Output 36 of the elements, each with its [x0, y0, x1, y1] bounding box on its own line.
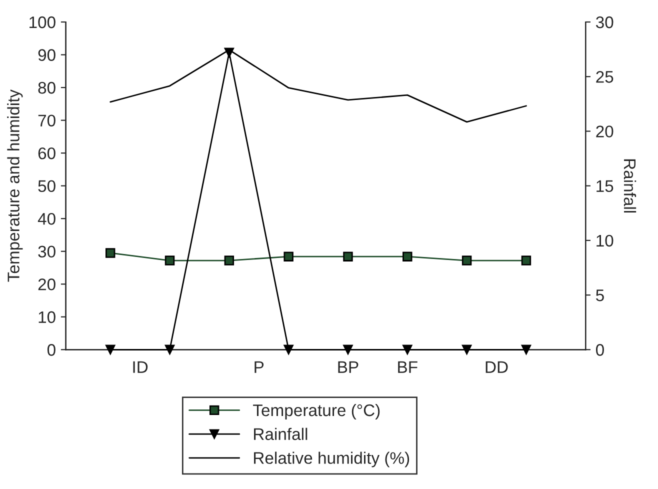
y2-tick-label: 5: [596, 290, 604, 302]
y2-tick-label: 15: [596, 180, 614, 192]
point: [105, 248, 116, 258]
y2-tick-label: 10: [596, 234, 614, 247]
legend-label: Rainfall: [254, 428, 308, 440]
y-tick-label: 0: [47, 344, 56, 356]
y-tick-label: 70: [38, 114, 56, 126]
point: [521, 256, 532, 266]
legend-label: Relative humidity (%): [254, 452, 410, 468]
y-tick-label: 40: [38, 212, 56, 225]
y2-tick-label: 25: [596, 71, 614, 83]
y2-tick-label: 20: [596, 126, 614, 138]
x-tick-label: BP: [338, 361, 358, 373]
x-tick-label: DD: [486, 361, 508, 373]
point: [284, 252, 294, 262]
x-tick-label: ID: [133, 361, 148, 373]
point: [224, 256, 234, 266]
y2-tick-label: 30: [596, 16, 614, 28]
y-tick-label: 50: [38, 180, 56, 192]
x-tick-label: BF: [398, 361, 418, 373]
point: [343, 252, 353, 262]
y-axis-title: Temperature and humidity: [7, 90, 23, 282]
y-tick-label: 10: [38, 311, 56, 324]
point: [402, 252, 412, 262]
y2-tick-label: 0: [596, 344, 604, 356]
y-tick-label: 100: [30, 16, 56, 28]
point: [462, 256, 472, 266]
x-tick-label: P: [254, 361, 264, 373]
y-tick-label: 80: [38, 82, 56, 94]
y-tick-label: 60: [38, 147, 56, 160]
y-tick-label: 30: [38, 246, 56, 258]
y-tick-label: 90: [38, 49, 56, 61]
legend-label: Temperature (°C): [253, 404, 380, 420]
point: [164, 256, 175, 266]
y2-axis-title: Rainfall: [624, 159, 636, 212]
y-tick-label: 20: [38, 278, 56, 290]
